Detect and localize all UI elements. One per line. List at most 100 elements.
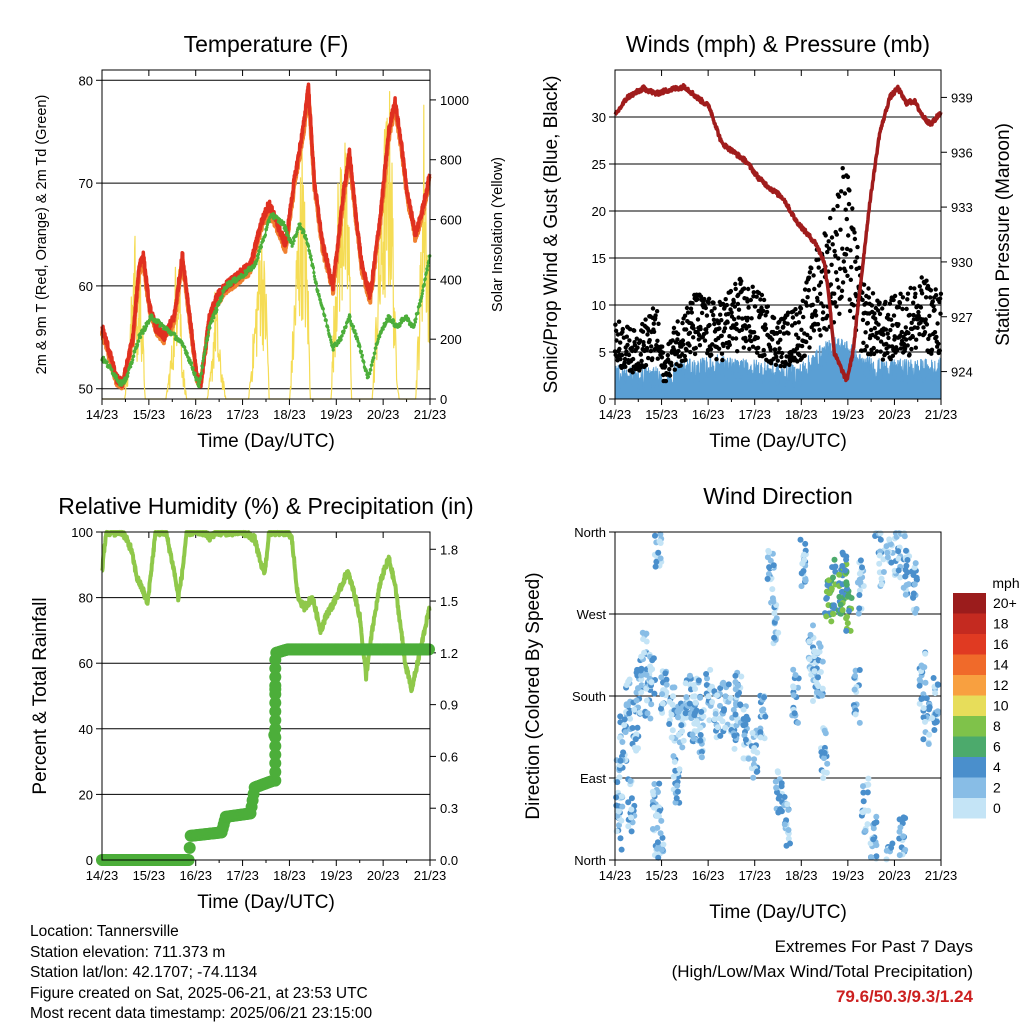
x-axis-label: Time (Day/UTC) [709, 431, 847, 452]
y2-tick-label: 1.5 [440, 594, 458, 609]
gust-point [682, 313, 688, 318]
direction-point [795, 684, 801, 691]
y-tick-label: 60 [79, 656, 93, 671]
rain-point [269, 688, 282, 701]
direction-point [844, 620, 851, 627]
chart-title: Wind Direction [703, 483, 853, 509]
gust-point [618, 356, 623, 362]
gust-point [734, 321, 739, 327]
direction-point [617, 734, 623, 741]
station-latlon: Station lat/lon: 42.1707; -74.1134 [30, 964, 258, 981]
direction-point [626, 710, 633, 717]
y2-tick-label: 939 [951, 90, 973, 105]
gust-point [861, 282, 867, 287]
direction-point [663, 681, 670, 688]
gust-point [838, 227, 843, 232]
recent-timestamp: Most recent data timestamp: 2025/06/21 2… [30, 1005, 373, 1022]
y2-tick-label: 600 [440, 213, 462, 228]
dewpoint-point [289, 238, 293, 242]
direction-point [905, 581, 912, 588]
gust-point [639, 358, 644, 364]
direction-point [691, 693, 698, 700]
dewpoint-point [201, 359, 205, 363]
direction-point [658, 674, 665, 681]
legend-label: 12 [993, 677, 1009, 693]
gust-point [899, 329, 904, 335]
direction-point [641, 649, 648, 656]
gust-point [847, 297, 852, 302]
direction-point [749, 730, 756, 736]
gust-point [911, 312, 916, 318]
legend-swatch [953, 716, 986, 737]
direction-point [856, 719, 863, 726]
gust-point [848, 277, 853, 282]
gust-point [913, 291, 918, 296]
gust-point [932, 307, 937, 313]
gust-point [890, 353, 896, 358]
dewpoint-point [307, 249, 311, 253]
direction-point [719, 718, 726, 725]
gust-point [780, 350, 785, 356]
gust-point [811, 273, 816, 278]
gust-point [627, 327, 633, 332]
dewpoint-point [366, 375, 370, 379]
direction-point [637, 709, 644, 716]
dewpoint-point [302, 230, 306, 234]
y2-tick-label: 933 [951, 200, 973, 215]
gust-point [821, 304, 826, 309]
direction-point [859, 809, 866, 816]
direction-point [634, 724, 641, 731]
direction-point [873, 819, 880, 826]
dewpoint-point [368, 372, 372, 376]
gust-point [845, 273, 850, 278]
direction-point [722, 693, 729, 700]
direction-point [883, 856, 890, 863]
dewpoint-point [249, 268, 254, 272]
direction-point [620, 749, 627, 756]
direction-point [666, 698, 673, 705]
direction-point [810, 698, 816, 704]
x-tick-label: 18/23 [785, 868, 818, 883]
gust-point [720, 301, 726, 307]
direction-point [686, 700, 693, 707]
rain-point [269, 679, 282, 692]
gust-point [905, 343, 910, 348]
rain-point [269, 757, 282, 770]
dewpoint-point [311, 266, 315, 270]
gust-point [907, 352, 912, 357]
gust-point [748, 297, 753, 303]
rain-point [269, 671, 282, 683]
gust-point [903, 325, 908, 330]
direction-point [821, 749, 828, 756]
y-tick-label: 40 [79, 722, 93, 737]
extremes-box: Extremes For Past 7 Days (High/Low/Max W… [672, 934, 973, 1009]
gust-point [626, 352, 632, 358]
gust-point [813, 308, 818, 314]
gust-point [733, 286, 738, 292]
gust-point [655, 356, 660, 361]
direction-point [929, 715, 936, 722]
gust-point [897, 300, 903, 305]
direction-point [781, 821, 788, 828]
y-tick-label: 60 [79, 279, 93, 294]
direction-point [823, 769, 830, 776]
gust-point [777, 346, 782, 351]
direction-point [815, 674, 821, 681]
gust-point [712, 321, 717, 327]
direction-point [922, 679, 929, 686]
direction-point [732, 711, 739, 718]
gust-point [709, 309, 714, 314]
gust-point [795, 359, 800, 364]
gust-point [723, 297, 728, 302]
direction-point [659, 834, 666, 841]
gust-point [683, 357, 688, 363]
gust-point [816, 257, 821, 262]
gust-point [855, 244, 860, 250]
direction-point [832, 563, 839, 570]
gust-point [912, 286, 917, 291]
direction-point [823, 594, 830, 601]
dewpoint-point [257, 249, 261, 254]
gust-point [745, 299, 750, 304]
gust-point [919, 291, 925, 296]
direction-point [691, 712, 698, 719]
